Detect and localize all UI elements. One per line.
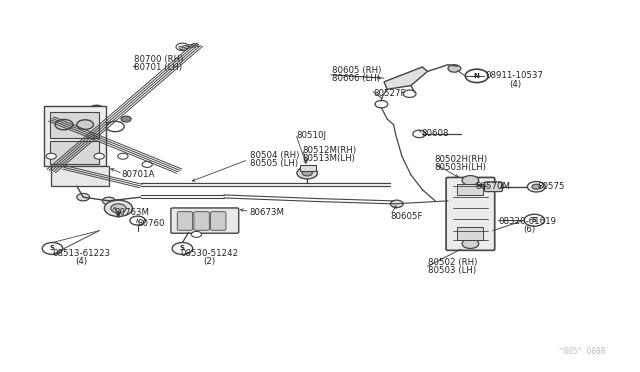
Polygon shape (457, 184, 483, 195)
Circle shape (172, 243, 193, 254)
Text: 80760: 80760 (138, 219, 165, 228)
Text: 08530-51242: 08530-51242 (180, 249, 239, 258)
Circle shape (130, 216, 145, 225)
Text: 80527F: 80527F (373, 89, 406, 97)
Text: ^805^ 0088: ^805^ 0088 (559, 347, 605, 356)
FancyBboxPatch shape (171, 208, 239, 233)
Polygon shape (457, 227, 483, 240)
Circle shape (532, 184, 541, 189)
Circle shape (302, 170, 312, 176)
Circle shape (375, 100, 388, 108)
Text: 80513M(LH): 80513M(LH) (302, 154, 355, 163)
Text: 80701 (LH): 80701 (LH) (134, 63, 182, 72)
Text: 80763M: 80763M (114, 208, 149, 217)
Text: (4): (4) (76, 257, 88, 266)
Circle shape (462, 239, 479, 248)
Circle shape (77, 193, 90, 201)
FancyBboxPatch shape (177, 212, 193, 230)
FancyBboxPatch shape (211, 212, 226, 230)
Circle shape (413, 130, 426, 138)
Circle shape (104, 200, 132, 217)
Text: S: S (532, 217, 537, 223)
Text: 80502H(RH): 80502H(RH) (434, 155, 487, 164)
Circle shape (121, 116, 131, 122)
Text: N: N (474, 73, 480, 79)
Text: 80700 (RH): 80700 (RH) (134, 55, 184, 64)
Text: 08911-10537: 08911-10537 (485, 71, 543, 80)
Text: 08513-61223: 08513-61223 (52, 249, 111, 258)
FancyBboxPatch shape (446, 177, 495, 250)
Text: 80505 (LH): 80505 (LH) (250, 159, 298, 168)
Polygon shape (44, 106, 106, 166)
Text: S: S (50, 246, 55, 251)
Text: 80570M: 80570M (475, 182, 510, 190)
Circle shape (403, 90, 416, 97)
Circle shape (390, 200, 403, 208)
Text: 80605 (RH): 80605 (RH) (332, 66, 381, 75)
Text: 80608: 80608 (421, 129, 449, 138)
Polygon shape (384, 67, 428, 89)
Text: 80504 (RH): 80504 (RH) (250, 151, 299, 160)
Text: 80673M: 80673M (250, 208, 285, 217)
Circle shape (524, 214, 545, 226)
FancyBboxPatch shape (484, 182, 502, 192)
Circle shape (94, 153, 104, 159)
Circle shape (527, 182, 545, 192)
Polygon shape (300, 165, 316, 171)
Circle shape (77, 137, 90, 144)
Text: 80606 (LH): 80606 (LH) (332, 74, 380, 83)
Circle shape (102, 197, 115, 205)
Polygon shape (50, 141, 99, 164)
Text: 80510J: 80510J (296, 131, 326, 140)
Circle shape (465, 69, 488, 83)
Circle shape (106, 121, 124, 132)
Polygon shape (50, 112, 99, 138)
Text: 80503H(LH): 80503H(LH) (434, 163, 486, 172)
Circle shape (462, 176, 479, 185)
Polygon shape (51, 166, 109, 186)
Circle shape (448, 65, 461, 72)
Circle shape (46, 153, 56, 159)
Circle shape (55, 119, 73, 130)
Text: 80575: 80575 (538, 182, 565, 191)
Circle shape (118, 153, 128, 159)
Text: 80701A: 80701A (122, 170, 155, 179)
Text: 80512M(RH): 80512M(RH) (302, 146, 356, 155)
Text: (6): (6) (524, 225, 536, 234)
Text: S: S (180, 246, 185, 251)
Circle shape (142, 161, 152, 167)
Circle shape (77, 120, 93, 129)
Text: (4): (4) (509, 80, 522, 89)
Circle shape (297, 167, 317, 179)
Circle shape (42, 243, 63, 254)
Text: (2): (2) (204, 257, 216, 266)
Text: 80502 (RH): 80502 (RH) (428, 258, 477, 267)
Circle shape (111, 204, 126, 213)
Text: 80503 (LH): 80503 (LH) (428, 266, 476, 275)
Circle shape (191, 231, 202, 237)
Circle shape (176, 43, 189, 51)
Circle shape (89, 105, 104, 114)
FancyBboxPatch shape (194, 212, 209, 230)
Text: 80605F: 80605F (390, 212, 423, 221)
Text: 08320-61619: 08320-61619 (498, 217, 556, 226)
